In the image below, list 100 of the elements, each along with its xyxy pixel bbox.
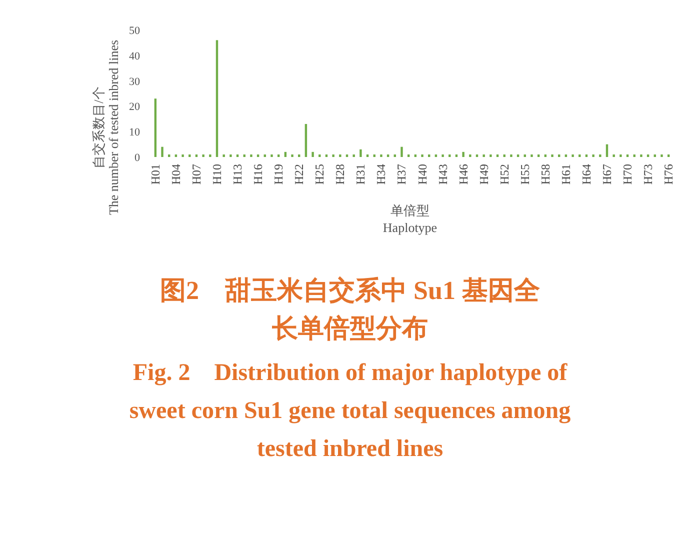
bar (291, 154, 294, 157)
bar (312, 152, 314, 157)
x-tick-label: H49 (476, 164, 491, 185)
bar (620, 154, 622, 157)
x-tick-label: H16 (251, 164, 266, 185)
bar (270, 154, 273, 157)
bar (352, 154, 355, 157)
bar (380, 154, 382, 157)
bar (243, 154, 246, 157)
x-tick-label: H07 (189, 164, 204, 185)
bar (264, 154, 266, 157)
bar (612, 154, 615, 157)
bar (366, 154, 369, 157)
bar (304, 124, 308, 157)
bar (646, 154, 650, 157)
bar (510, 154, 512, 157)
x-tick-label: H64 (579, 164, 594, 185)
x-tick-label: H67 (600, 164, 614, 185)
bar (202, 154, 204, 157)
x-tick-label: H76 (662, 164, 676, 185)
x-tick-label: H19 (272, 164, 286, 185)
bar (154, 98, 157, 157)
bar (386, 154, 390, 157)
bar (168, 154, 170, 157)
bar (442, 154, 444, 157)
bar (161, 146, 164, 157)
y-tick-label: 40 (129, 50, 140, 62)
text: Fig. 2 Distribution of major haplotype of sweet corn Su1 gene total sequences among tested inbred lines (128, 359, 572, 464)
bar (339, 154, 342, 157)
bar (360, 149, 362, 157)
bar (182, 154, 184, 157)
bar (578, 154, 581, 157)
bar (482, 154, 485, 157)
bar (400, 146, 403, 157)
bar (277, 154, 280, 157)
bar (537, 154, 540, 157)
bar (462, 152, 464, 157)
bar (428, 154, 430, 157)
y-tick-label: 20 (129, 101, 140, 114)
bar (332, 154, 334, 157)
bar (318, 154, 321, 157)
x-tick-label: H01 (148, 164, 162, 185)
bar (469, 154, 472, 157)
bar (230, 154, 232, 157)
bar (599, 154, 602, 157)
bar (640, 154, 642, 157)
bar (455, 154, 458, 157)
bar (667, 154, 670, 157)
x-tick-label: H28 (333, 164, 348, 185)
x-tick-label: H40 (415, 164, 430, 185)
bar (503, 154, 506, 157)
y-tick-label: 0 (134, 152, 140, 164)
x-tick-label: H34 (374, 164, 388, 185)
y-tick-label: 50 (129, 25, 140, 37)
x-tick-label: H04 (168, 164, 183, 185)
bar (188, 154, 191, 157)
bar (490, 154, 492, 157)
bar (585, 154, 588, 157)
bar (174, 154, 178, 157)
bar (551, 154, 554, 157)
x-tick-label: H25 (312, 164, 327, 185)
x-tick-label: H10 (210, 164, 224, 185)
bar (407, 154, 410, 157)
bar (592, 154, 594, 157)
bar (524, 154, 526, 157)
x-tick-label: H46 (456, 164, 470, 185)
x-tick-label: H61 (558, 164, 573, 185)
bar (654, 154, 656, 157)
bar (626, 154, 629, 157)
y-tick-label: 10 (129, 126, 140, 139)
x-tick-label: H58 (538, 164, 552, 185)
bar (496, 154, 499, 157)
text: 图2 甜玉米自交系中 Su1 基因全长单倍型分布 (159, 275, 541, 345)
bar (530, 154, 533, 157)
x-tick-label: H13 (230, 164, 245, 185)
bar (394, 154, 396, 157)
bar (564, 154, 568, 157)
x-tick-label: H55 (518, 164, 532, 185)
x-tick-label: H22 (292, 164, 306, 185)
bar (373, 154, 376, 157)
bar (421, 154, 424, 157)
bar (236, 154, 239, 157)
x-tick-label: H43 (436, 164, 450, 185)
x-tick-label: H73 (641, 164, 656, 185)
bar (325, 154, 328, 157)
bar (346, 154, 348, 157)
x-tick-label: H52 (497, 164, 512, 185)
bar (448, 154, 451, 157)
bar (516, 154, 520, 157)
bar (572, 154, 574, 157)
bar (414, 154, 417, 157)
bar (544, 154, 547, 157)
bar (633, 154, 636, 157)
bar (216, 40, 218, 157)
bar (250, 154, 252, 157)
bar (209, 154, 212, 157)
bar (476, 154, 478, 157)
x-tick-label: H31 (354, 164, 368, 185)
y-tick-label: 30 (129, 76, 140, 88)
x-tick-label: H37 (394, 164, 409, 185)
